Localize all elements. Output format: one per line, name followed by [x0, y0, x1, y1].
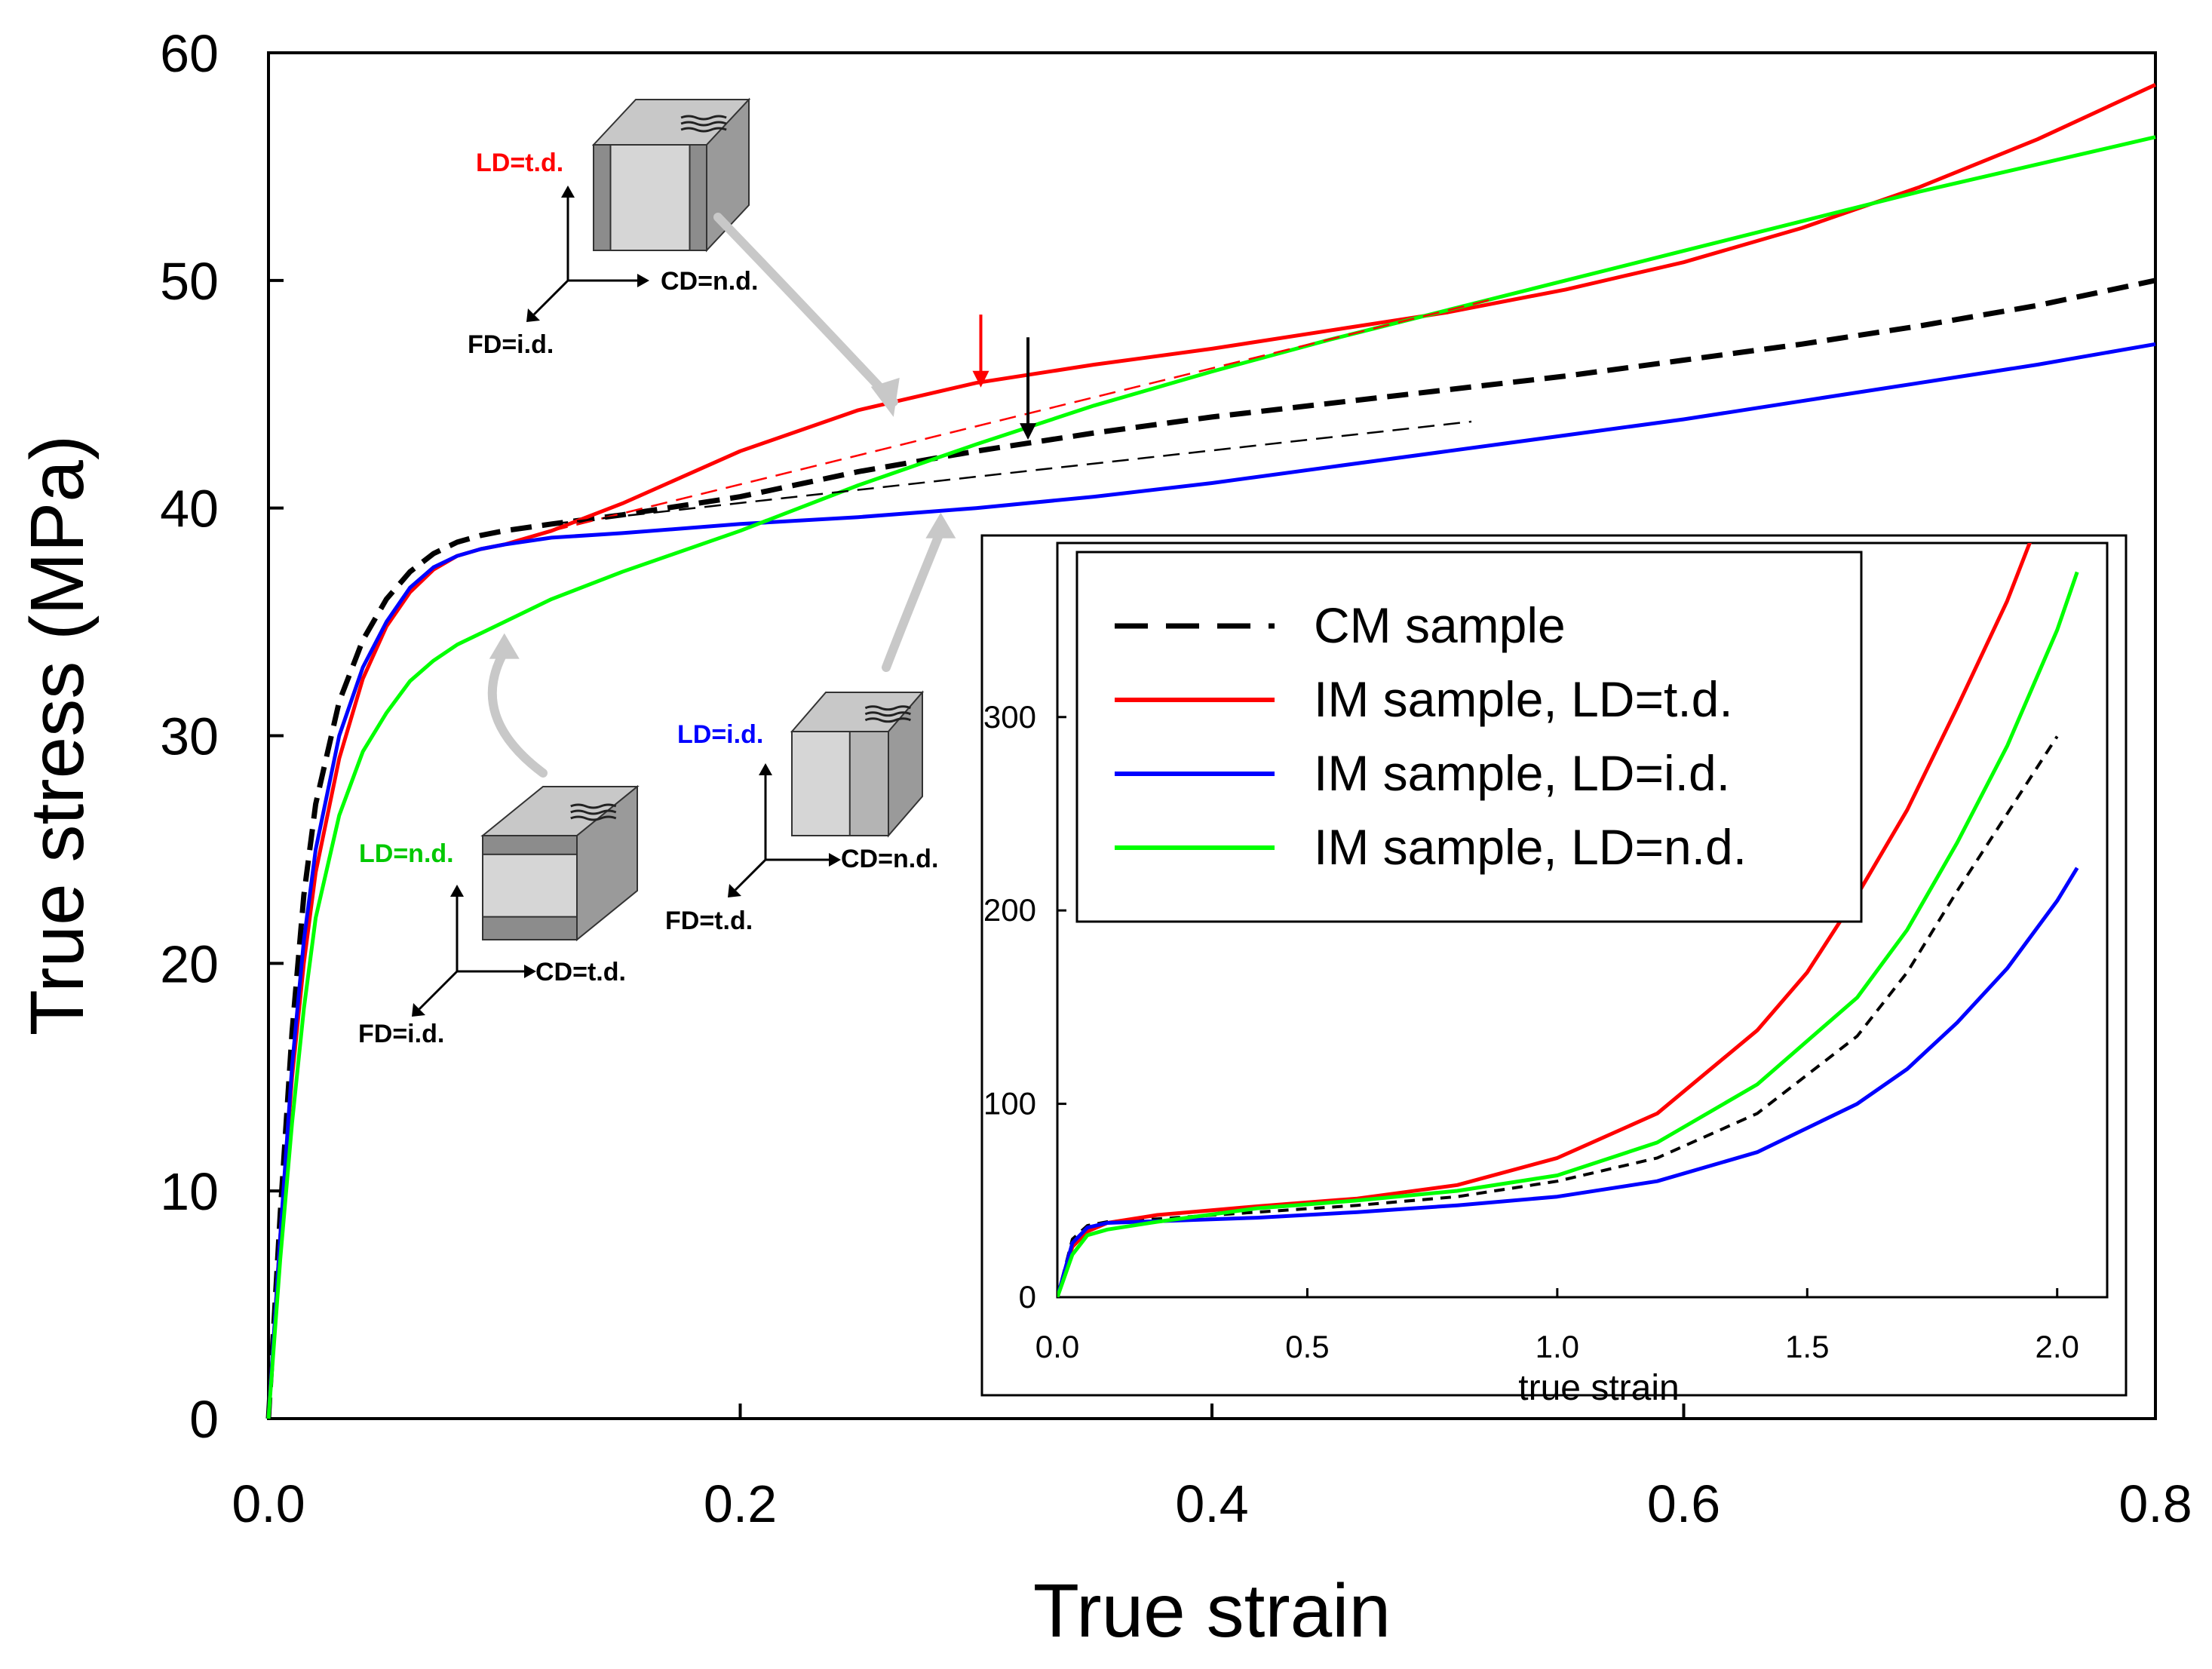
x-tick-label: 0.6 — [1647, 1474, 1720, 1533]
main-annotations — [551, 297, 1496, 532]
legend-label-0: CM sample — [1314, 597, 1566, 653]
x-tick-label: 0.4 — [1175, 1474, 1248, 1533]
front-direction-label: FD=i.d. — [468, 330, 554, 359]
inset-y-tick-label: 0 — [1019, 1279, 1036, 1315]
cube-layer-band — [482, 916, 578, 941]
inset-y-tick-label: 300 — [983, 699, 1036, 735]
pointer-arrow — [487, 646, 548, 778]
right-direction-label: CD=t.d. — [535, 958, 626, 986]
main-series-line-2 — [266, 342, 2156, 1419]
y-tick-label: 20 — [160, 934, 219, 993]
right-direction-label: CD=n.d. — [841, 845, 938, 873]
x-tick-label: 0.8 — [2118, 1474, 2192, 1533]
pointer-arrowhead-icon — [870, 377, 900, 417]
marker-arrow-head-1 — [1020, 423, 1037, 440]
inset-x-tick-label: 1.0 — [1536, 1329, 1579, 1364]
sample-schematic-0: LD=t.d. CD=n.d. FD=i.d. — [468, 97, 900, 417]
legend-label-3: IM sample, LD=n.d. — [1314, 819, 1747, 875]
front-direction-label: FD=t.d. — [665, 907, 753, 935]
arrowhead-up-icon — [450, 885, 464, 897]
pointer-arrowhead-icon — [489, 633, 520, 659]
load-direction-label: LD=i.d. — [677, 720, 763, 749]
sample-schematic-1: LD=i.d. CD=n.d. FD=t.d. — [665, 512, 956, 935]
x-tick-label: 0.2 — [704, 1474, 777, 1533]
guide-dashed-line-1 — [551, 420, 1472, 526]
y-tick-label: 60 — [160, 24, 219, 83]
y-tick-label: 50 — [160, 252, 219, 311]
legend-box — [1075, 551, 1863, 923]
cube-layer-band — [482, 835, 578, 855]
arrowhead-right-icon — [637, 274, 649, 287]
y-tick-label: 30 — [160, 707, 219, 766]
inset-plot-frame — [1056, 542, 2109, 1299]
x-tick-label: 0.0 — [232, 1474, 305, 1533]
pointer-arrow — [713, 213, 898, 407]
inset-x-tick-label: 0.5 — [1285, 1329, 1329, 1364]
arrowhead-right-icon — [524, 965, 536, 978]
inset-x-tick-label: 1.5 — [1785, 1329, 1829, 1364]
legend-label-2: IM sample, LD=i.d. — [1314, 745, 1730, 801]
inset-series-line-0 — [1057, 735, 2059, 1297]
inset-series — [1057, 543, 2079, 1297]
right-direction-label: CD=n.d. — [661, 267, 758, 296]
marker-arrow-head-0 — [972, 370, 989, 388]
inset-series-line-3 — [1057, 571, 2079, 1297]
y-tick-label: 40 — [160, 480, 219, 538]
guide-dashed-line-0 — [551, 297, 1496, 532]
legend-label-1: IM sample, LD=t.d. — [1314, 671, 1733, 727]
main-x-axis-label: True strain — [1033, 1569, 1391, 1653]
main-y-axis-label: True stress (MPa) — [15, 435, 100, 1035]
cube-layer-band — [689, 144, 707, 251]
axis-arrow-diag — [734, 858, 767, 891]
fiber-lines-icon — [570, 803, 617, 821]
axis-arrow-diag — [418, 970, 459, 1011]
pointer-arrow — [882, 526, 946, 672]
arrowhead-right-icon — [829, 853, 841, 867]
main-series-line-3 — [266, 135, 2156, 1419]
sample-schematic-2: LD=n.d. CD=t.d. FD=i.d. — [358, 633, 640, 1048]
inset-legend: CM sample IM sample, LD=t.d. IM sample, LD… — [1075, 551, 1863, 923]
fiber-lines-icon — [680, 115, 727, 133]
pointer-arrowhead-icon — [925, 512, 956, 538]
arrowhead-diag-icon — [412, 1003, 425, 1017]
axis-arrow-diag — [532, 279, 569, 316]
inset-x-axis-label: true strain — [1518, 1368, 1679, 1408]
arrowhead-up-icon — [561, 186, 575, 198]
sample-schematics: LD=t.d. CD=n.d. FD=i.d. LD=i.d. CD=n.d. FD=t.… — [358, 97, 956, 1048]
fiber-lines-icon — [864, 705, 911, 723]
inset-ticks: 0.0 0.5 1.0 1.5 2.0 0 100 200 300 — [983, 699, 2079, 1364]
inset-y-tick-label: 200 — [983, 892, 1036, 928]
inset-chart: 0.0 0.5 1.0 1.5 2.0 0 100 200 300 true strain CM… — [980, 534, 2128, 1408]
inset-x-tick-label: 0.0 — [1035, 1329, 1079, 1364]
inset-x-tick-label: 2.0 — [2036, 1329, 2079, 1364]
load-direction-label: LD=n.d. — [359, 839, 454, 868]
main-ticks: 0.0 0.2 0.4 0.6 0.8 0 10 20 30 40 50 60 — [160, 24, 2192, 1533]
front-direction-label: FD=i.d. — [358, 1020, 444, 1048]
arrowhead-diag-icon — [526, 308, 540, 322]
arrowhead-diag-icon — [728, 884, 741, 897]
inset-y-tick-label: 100 — [983, 1086, 1036, 1121]
main-series-line-1 — [266, 83, 2157, 1419]
cube-layer-band — [848, 731, 890, 836]
load-direction-label: LD=t.d. — [476, 149, 563, 177]
arrowhead-up-icon — [759, 763, 772, 775]
inset-series-line-2 — [1057, 867, 2079, 1297]
y-tick-label: 10 — [160, 1162, 219, 1221]
cube-layer-band — [593, 144, 612, 251]
y-tick-label: 0 — [189, 1390, 219, 1449]
